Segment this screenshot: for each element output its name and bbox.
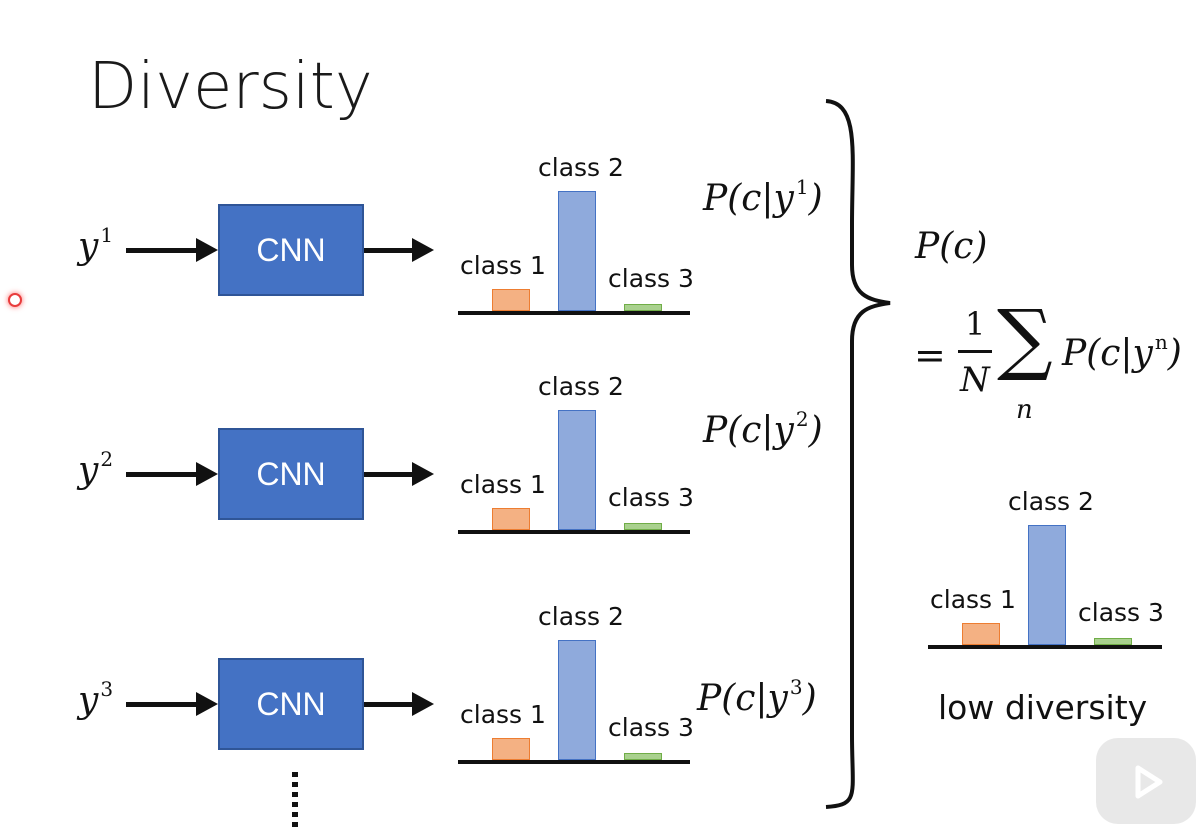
- arrow-in-shaft-2: [126, 472, 198, 477]
- input-base: y: [78, 450, 99, 491]
- cnn-box-3: CNN: [218, 658, 364, 750]
- sum-term-sup: n: [1154, 330, 1168, 354]
- cond-prob-sup: 2: [795, 407, 809, 431]
- arrow-out-shaft-3: [364, 702, 414, 707]
- result-label: low diversity: [938, 688, 1148, 727]
- sum-sign: ∑: [997, 294, 1053, 384]
- result-bar-class-2: [1028, 525, 1066, 645]
- row2-label-class-2: class 2: [538, 372, 624, 401]
- row1-bar-class-3: [624, 304, 662, 311]
- input-base: y: [78, 680, 99, 721]
- cond-prob-text: P(c|y: [697, 678, 788, 719]
- arrow-in-head-2: [196, 462, 218, 486]
- cond-prob-sup: 1: [795, 175, 809, 199]
- row3-label-class-3: class 3: [608, 713, 694, 742]
- input-sup: 3: [100, 677, 114, 701]
- cond-prob-close: ): [808, 410, 823, 451]
- input-base: y: [78, 226, 99, 267]
- arrow-in-shaft-3: [126, 702, 198, 707]
- result-label-class-3: class 3: [1078, 598, 1164, 627]
- result-label-class-2: class 2: [1008, 487, 1094, 516]
- row1-label-class-1: class 1: [460, 251, 546, 280]
- cnn-box-1: CNN: [218, 204, 364, 296]
- row2-bar-class-3: [624, 523, 662, 530]
- play-icon: [1135, 765, 1163, 799]
- input-sup: 1: [100, 223, 114, 247]
- cond-prob-close: ): [802, 678, 817, 719]
- input-sup: 2: [100, 447, 114, 471]
- frac-denominator: N: [960, 360, 990, 400]
- arrow-in-head-1: [196, 238, 218, 262]
- arrow-out-shaft-1: [364, 248, 414, 253]
- row3-bar-class-1: [492, 738, 530, 760]
- arrow-out-head-2: [412, 462, 434, 486]
- marginal-prob-label: P(c): [915, 226, 988, 267]
- row1-baseline: [458, 311, 690, 315]
- row2-bar-class-1: [492, 508, 530, 530]
- equals-sign: =: [914, 333, 946, 377]
- arrow-out-head-1: [412, 238, 434, 262]
- frac-line: [958, 350, 992, 353]
- cursor-dot: [8, 293, 22, 307]
- row1-label-class-2: class 2: [538, 153, 624, 182]
- row3-label-class-1: class 1: [460, 700, 546, 729]
- row3-bar-class-3: [624, 753, 662, 760]
- cond-prob-close: ): [808, 178, 823, 219]
- row2-baseline: [458, 530, 690, 534]
- arrow-in-head-3: [196, 692, 218, 716]
- sum-index: n: [1016, 395, 1033, 425]
- sum-term-close: ): [1167, 333, 1182, 374]
- cond-prob-sup: 3: [789, 675, 803, 699]
- arrow-in-shaft-1: [126, 248, 198, 253]
- result-baseline: [928, 645, 1162, 649]
- cond-prob-text: P(c|y: [703, 178, 794, 219]
- cond-prob-3: P(c|y 3): [697, 675, 817, 719]
- sum-term: P(c|y n): [1062, 330, 1182, 374]
- result-bar-class-1: [962, 623, 1000, 645]
- more-rows-ellipsis: [292, 772, 298, 828]
- row3-baseline: [458, 760, 690, 764]
- row1-bar-class-1: [492, 289, 530, 311]
- arrow-out-shaft-2: [364, 472, 414, 477]
- row2-label-class-3: class 3: [608, 483, 694, 512]
- play-button[interactable]: [1096, 738, 1196, 824]
- arrow-out-head-3: [412, 692, 434, 716]
- row2-bar-class-2: [558, 410, 596, 530]
- page-title: Diversity: [88, 50, 373, 124]
- cond-prob-text: P(c|y: [703, 410, 794, 451]
- row2-label-class-1: class 1: [460, 470, 546, 499]
- row3-label-class-2: class 2: [538, 602, 624, 631]
- row3-bar-class-2: [558, 640, 596, 760]
- row1-label-class-3: class 3: [608, 264, 694, 293]
- row1-bar-class-2: [558, 191, 596, 311]
- result-label-class-1: class 1: [930, 585, 1016, 614]
- cond-prob-2: P(c|y 2): [703, 407, 823, 451]
- sum-term-text: P(c|y: [1062, 333, 1153, 374]
- cnn-box-2: CNN: [218, 428, 364, 520]
- result-bar-class-3: [1094, 638, 1132, 645]
- cond-prob-1: P(c|y 1): [703, 175, 823, 219]
- frac-numerator: 1: [965, 305, 986, 343]
- curly-brace: [825, 99, 891, 809]
